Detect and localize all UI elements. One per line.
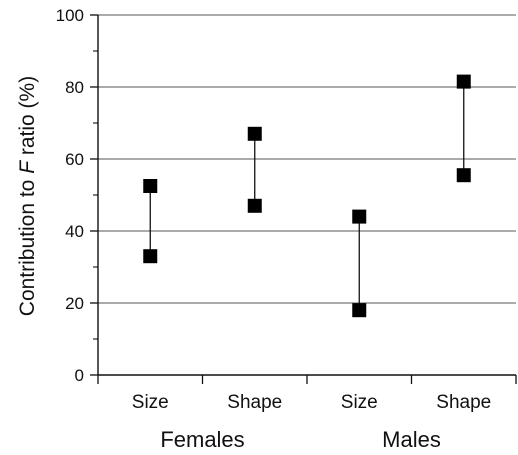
point-high [352, 209, 367, 224]
point-high [143, 179, 158, 193]
point-low [247, 198, 262, 213]
point-low [352, 303, 367, 318]
y-tick-label: 80 [65, 78, 84, 97]
grid [98, 14, 516, 304]
point-high [456, 74, 471, 89]
group-label: Females [160, 427, 244, 452]
axes [90, 14, 517, 384]
point-high [247, 126, 262, 141]
y-axis-label-part: ratio (%) [16, 76, 39, 161]
y-tick-label: 20 [65, 294, 84, 313]
y-axis-label: Contribution to F ratio (%) [16, 76, 39, 316]
marks [143, 74, 471, 318]
point-low [143, 249, 158, 264]
point-low [456, 168, 471, 183]
labels: 0 20 40 60 80 100 Size Shape Size Shape Females Mal… [56, 6, 492, 452]
x-tick-label: Shape [436, 392, 491, 413]
group-label: Males [382, 427, 441, 452]
y-tick-label: 0 [75, 366, 84, 385]
x-tick-label: Size [341, 392, 378, 413]
x-tick-label: Shape [227, 392, 282, 413]
y-tick-label: 40 [65, 222, 84, 241]
y-tick-label: 100 [56, 6, 84, 25]
y-axis-label-part: Contribution to [16, 174, 39, 316]
x-tick-label: Size [132, 392, 169, 413]
y-axis-label-italic: F [16, 160, 39, 174]
y-tick-label: 60 [65, 150, 84, 169]
